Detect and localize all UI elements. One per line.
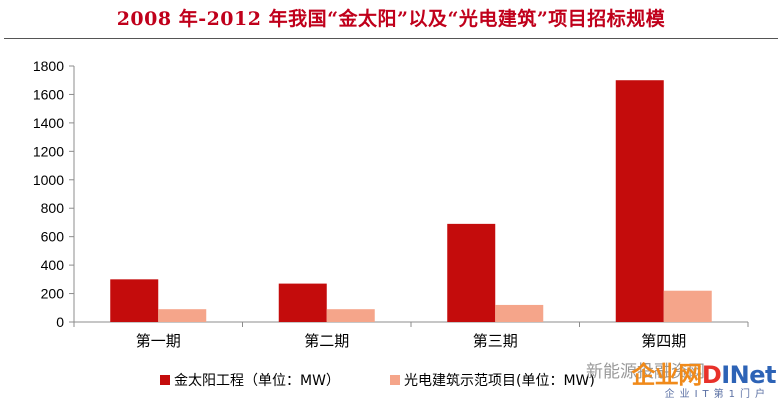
legend-label-series1: 金太阳工程（单位：MW）: [174, 373, 340, 389]
bar-series1: [278, 283, 327, 322]
watermark: 新能源投融资网 企业网DINet 企业IT第1门户: [586, 353, 776, 401]
y-tick-label: 200: [41, 286, 65, 302]
bar-series2: [663, 290, 712, 322]
y-tick-label: 0: [56, 314, 64, 330]
x-category-label: 第一期: [136, 332, 181, 350]
chart-title: 2008 年-2012 年我国“金太阳”以及“光电建筑”项目招标规模: [116, 8, 666, 30]
y-tick-label: 1400: [33, 115, 64, 131]
watermark-logo-part1: 企业网: [631, 361, 702, 389]
y-tick-label: 600: [41, 229, 65, 245]
y-tick-label: 400: [41, 257, 65, 273]
bar-series2: [326, 309, 375, 322]
y-tick-label: 800: [41, 200, 65, 216]
bar-series1: [447, 223, 496, 322]
watermark-logo-part3: INet: [721, 361, 776, 389]
y-tick-label: 1800: [33, 58, 64, 74]
legend-swatch-series2: [390, 375, 400, 385]
title-divider: [4, 38, 778, 39]
bar-series1: [615, 80, 664, 322]
chart-bars: [110, 80, 712, 322]
bar-series2: [158, 309, 207, 322]
bar-series2: [495, 304, 544, 322]
watermark-tagline: 企业IT第1门户: [664, 389, 770, 400]
watermark-logo-part2: D: [701, 361, 722, 389]
bar-series1: [110, 279, 159, 322]
chart-legend: 金太阳工程（单位：MW） 光电建筑示范项目(单位：MW): [160, 372, 595, 389]
y-tick-label: 1000: [33, 172, 64, 188]
y-tick-label: 1600: [33, 86, 64, 102]
x-category-label: 第四期: [641, 332, 686, 350]
x-category-label: 第三期: [473, 332, 518, 350]
watermark-source-text: 新能源投融资网: [586, 362, 705, 382]
y-tick-label: 1200: [33, 143, 64, 159]
chart-labels: 0 200 400 600 800 1000 1200 1400 1600 1800 第一期 第二期 第…: [33, 58, 686, 350]
watermark-logo: 企业网DINet: [631, 355, 776, 390]
legend-swatch-series1: [160, 375, 170, 385]
legend-label-series2: 光电建筑示范项目(单位：MW): [404, 372, 595, 389]
x-category-label: 第二期: [304, 332, 349, 350]
